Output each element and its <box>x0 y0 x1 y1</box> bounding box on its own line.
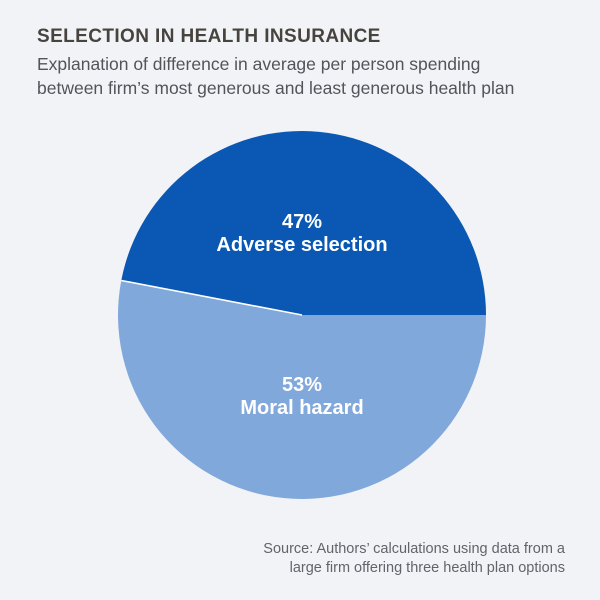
source-note: Source: Authors’ calculations using data… <box>263 540 565 577</box>
source-line-2: large firm offering three health plan op… <box>289 559 565 576</box>
pie-slice-moral-hazard <box>118 280 486 500</box>
subtitle-line-1: Explanation of difference in average per… <box>37 54 481 74</box>
source-line-1: Source: Authors’ calculations using data… <box>263 541 565 557</box>
subtitle-line-2: between firm’s most generous and least g… <box>37 78 515 98</box>
figure-subtitle: Explanation of difference in average per… <box>37 52 514 100</box>
moral-hazard-label: Moral hazard <box>240 397 363 419</box>
figure-title: SELECTION IN HEALTH INSURANCE <box>37 26 381 47</box>
slice-divider-line <box>121 279 303 316</box>
adverse-selection-pct-label: 47% <box>282 211 322 233</box>
pie-slice-adverse-selection <box>121 131 486 315</box>
moral-hazard-pct-label: 53% <box>282 374 322 396</box>
adverse-selection-label: Adverse selection <box>216 234 387 256</box>
